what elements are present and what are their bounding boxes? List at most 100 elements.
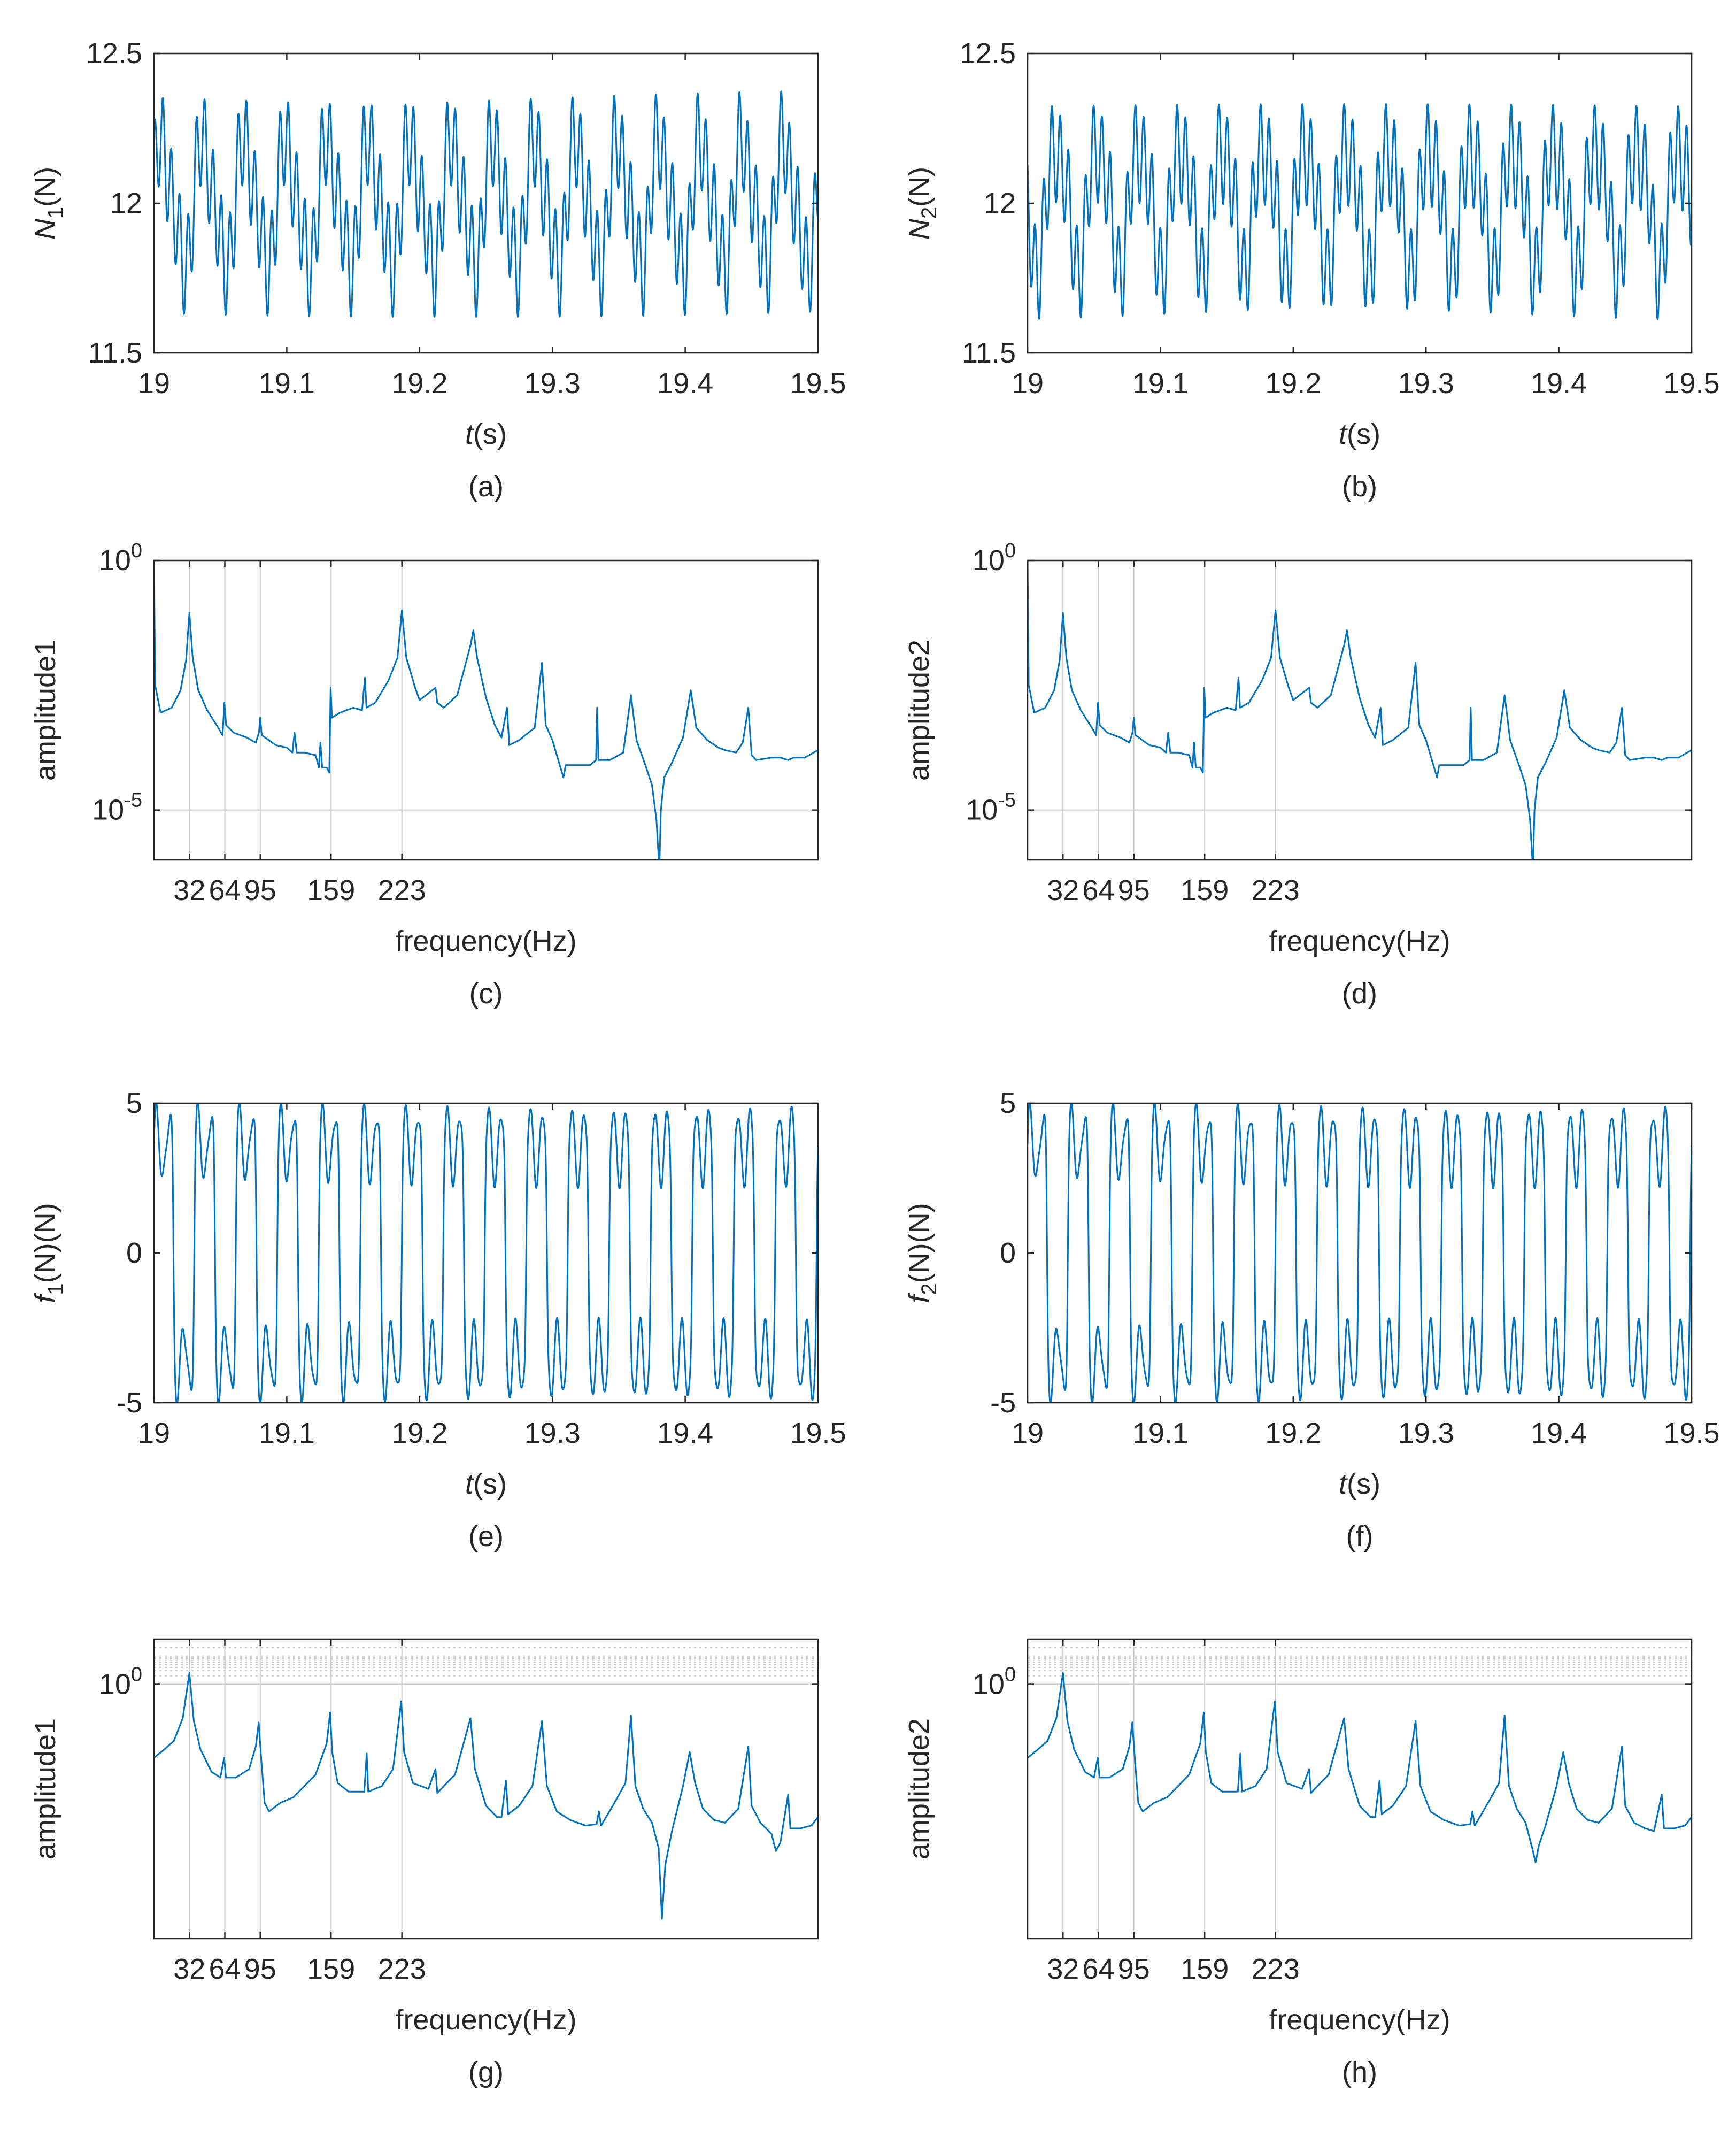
y-tick-base: 10 (92, 794, 124, 826)
x-tick-label: 19.4 (657, 367, 713, 399)
y-tick-label: 12.5 (86, 37, 142, 70)
panel-caption: (e) (468, 1520, 504, 1552)
axes-box (153, 1638, 819, 1940)
x-tick-label: 19.5 (790, 1417, 846, 1449)
x-tick-label: 19 (138, 1417, 170, 1449)
y-label-subscript: 2 (917, 1283, 941, 1295)
panel-caption: (a) (468, 471, 504, 503)
y-label-subscript: 1 (44, 207, 67, 219)
x-axis-label: t(s) (465, 1468, 507, 1500)
x-tick-label: 32 (1047, 874, 1079, 906)
x-label-var: t (465, 418, 474, 450)
panel-b: 19 19.1 19.2 19.3 19.4 19.5 11.5 12 12.5 t(s) N2(N… (903, 37, 1720, 503)
axes-box (1027, 559, 1693, 861)
series-line-f1 (154, 1103, 818, 1403)
y-tick-label: 5 (1000, 1087, 1016, 1119)
x-label-var: t (465, 1468, 474, 1500)
plot-area (1028, 560, 1692, 860)
x-axis-label: frequency(Hz) (1269, 2004, 1450, 2036)
x-tick-label: 19.3 (524, 367, 581, 399)
panel-d: 32 64 95 159 22310-5100frequency(Hz)amplitud… (903, 540, 1693, 1010)
x-tick-label: 159 (1181, 1953, 1229, 1985)
y-tick-label: -5 (990, 1387, 1016, 1419)
x-tick-label: 64 (1082, 1953, 1114, 1985)
series-line-amplitude1 (154, 1672, 818, 1920)
plot-area (1028, 1639, 1692, 1939)
y-tick-label: 100 (99, 1664, 142, 1701)
x-tick-label: 223 (1252, 874, 1300, 906)
axes-box (1027, 1638, 1693, 1940)
x-tick-label: 19.1 (1132, 367, 1189, 399)
y-tick-label: 12.5 (960, 37, 1016, 70)
y-tick-label: 100 (973, 1664, 1016, 1701)
x-axis-label: frequency(Hz) (395, 2004, 576, 2036)
x-label-unit: (s) (473, 1468, 507, 1500)
panel-caption: (f) (1346, 1520, 1374, 1552)
x-tick-label: 223 (1252, 1953, 1300, 1985)
panel-f: 19 19.1 19.2 19.3 19.4 19.5 -5 0 5 t(s) f2(N)(N) (f… (903, 1087, 1720, 1552)
axes-box (153, 559, 819, 861)
plot-area (154, 560, 818, 860)
x-tick-label: 32 (173, 874, 205, 906)
x-tick-label: 19.5 (790, 367, 846, 399)
y-tick-base: 10 (973, 1669, 1005, 1701)
panel-c: 32 64 95 159 22310-5100frequency(Hz)amplitud… (29, 540, 819, 1010)
x-tick-label: 64 (209, 1953, 241, 1985)
x-tick-label: 64 (1082, 874, 1114, 906)
x-tick-label: 95 (1118, 1953, 1150, 1985)
x-label-unit: (s) (473, 418, 507, 450)
y-tick-label: 12 (984, 187, 1016, 219)
y-tick-label: 10-5 (92, 789, 142, 826)
panel-caption: (c) (469, 978, 503, 1010)
y-tick-label: 0 (1000, 1237, 1016, 1269)
x-tick-label: 223 (378, 874, 426, 906)
x-tick-label: 19.2 (1265, 367, 1321, 399)
x-axis-label: t(s) (1339, 418, 1380, 450)
y-axis-label: f2(N)(N) (903, 1203, 941, 1303)
x-tick-label: 19 (1012, 367, 1044, 399)
y-tick-label: 11.5 (88, 337, 142, 369)
series-line-N1 (154, 90, 818, 318)
x-axis-label: t(s) (1339, 1468, 1380, 1500)
y-tick-exponent: -5 (998, 789, 1016, 812)
panel-g: 32 64 95 159 223 100 frequency(Hz) amplitude1 (g… (29, 1638, 819, 2088)
y-label-subscript: 2 (917, 207, 941, 219)
y-tick-exponent: -5 (124, 789, 142, 812)
x-tick-label: 19.5 (1663, 367, 1719, 399)
x-tick-label: 19 (138, 367, 170, 399)
y-tick-base: 10 (966, 794, 998, 826)
y-label-subscript: 1 (44, 1283, 67, 1295)
x-axis-label: frequency(Hz) (1269, 925, 1450, 957)
y-tick-exponent: 0 (1005, 1664, 1016, 1686)
x-tick-label: 159 (307, 1953, 355, 1985)
y-axis-label: f1(N)(N) (29, 1203, 67, 1303)
x-tick-label: 19.2 (391, 367, 447, 399)
y-axis-label: amplitude1 (29, 1718, 61, 1859)
y-label-unit: (N)(N) (903, 1203, 935, 1283)
series-line-amplitude2 (1028, 1672, 1692, 1863)
y-tick-exponent: 0 (131, 1664, 142, 1686)
y-tick-base: 10 (99, 544, 131, 576)
y-label-var: f (903, 1293, 935, 1303)
y-tick-label: 12 (110, 187, 142, 219)
y-label-var: N (903, 218, 935, 240)
x-tick-label: 19.1 (1132, 1417, 1189, 1449)
x-label-var: t (1339, 1468, 1348, 1500)
y-axis-label: N1(N) (29, 167, 67, 240)
x-tick-label: 19 (1012, 1417, 1044, 1449)
y-label-unit: (N) (29, 167, 61, 207)
y-tick-label: 0 (126, 1237, 142, 1269)
y-label-var: f (29, 1293, 61, 1303)
x-tick-label: 19.3 (524, 1417, 581, 1449)
x-tick-label: 19.2 (391, 1417, 447, 1449)
panel-caption: (d) (1342, 978, 1377, 1010)
y-tick-label: 100 (973, 540, 1016, 576)
y-axis-label: amplitude2 (903, 640, 935, 781)
x-tick-label: 19.3 (1398, 367, 1454, 399)
panel-a: 19 19.1 19.2 19.3 19.4 19.5 11.5 12 12.5 t(s) N1(N… (29, 37, 846, 503)
x-tick-label: 95 (1118, 874, 1150, 906)
y-label-unit: (N)(N) (29, 1203, 61, 1283)
plot-area (154, 1639, 818, 1939)
x-tick-label: 19.2 (1265, 1417, 1321, 1449)
